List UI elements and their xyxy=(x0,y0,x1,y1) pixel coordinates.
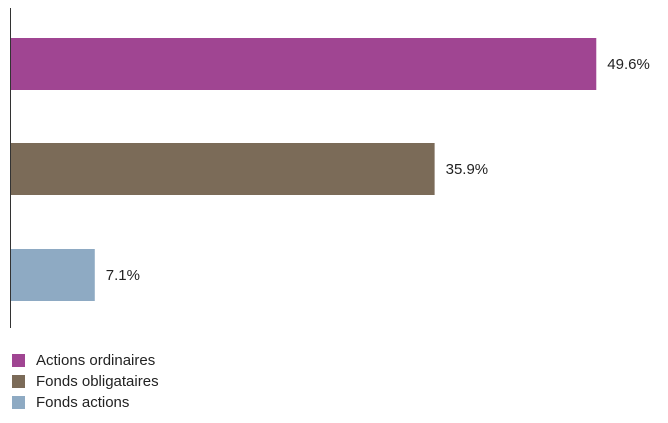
legend-item-fonds-actions: Fonds actions xyxy=(12,392,159,413)
bar-fonds-obligataires xyxy=(11,143,435,195)
bar-value-label: 49.6% xyxy=(607,56,650,73)
legend-item-actions-ordinaires: Actions ordinaires xyxy=(12,350,159,371)
bar-value-label: 35.9% xyxy=(446,161,489,178)
legend-swatch xyxy=(12,396,25,409)
legend-item-fonds-obligataires: Fonds obligataires xyxy=(12,371,159,392)
legend-label: Fonds obligataires xyxy=(36,373,159,390)
bar-chart: 49.6% 35.9% 7.1% xyxy=(10,8,650,328)
bars-group: 49.6% 35.9% 7.1% xyxy=(11,38,650,301)
legend-swatch xyxy=(12,354,25,367)
legend-label: Actions ordinaires xyxy=(36,352,156,369)
legend-swatch xyxy=(12,375,25,388)
legend-label: Fonds actions xyxy=(36,394,130,411)
legend: Actions ordinaires Fonds obligataires Fo… xyxy=(12,350,159,413)
bar-actions-ordinaires xyxy=(11,38,597,90)
bar-value-label: 7.1% xyxy=(106,267,140,284)
bar-fonds-actions xyxy=(11,249,95,301)
